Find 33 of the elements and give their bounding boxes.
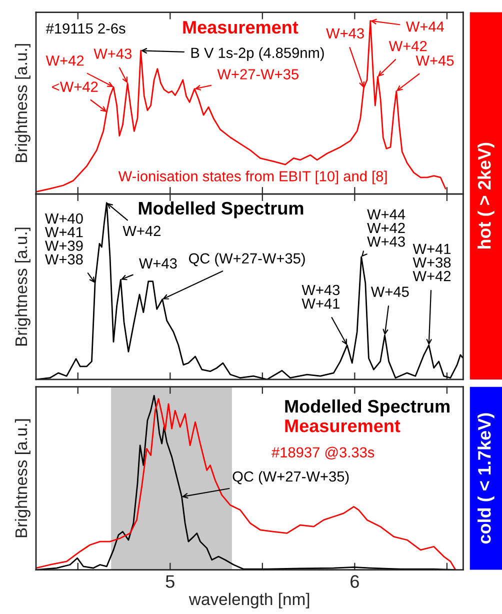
chart-title: Measurement [183,21,298,34]
annotation: W+44 [406,22,444,32]
text: Measurement [285,420,400,432]
annotation: W+41 W+38 W+42 [412,244,451,282]
y-axis-title: Brightness [a.u.] [14,44,30,162]
annotation: B V 1s-2p (4.859nm) [191,47,324,61]
x-axis-title: wavelength [nm] [188,592,310,608]
text: hot ( > 2keV) [478,142,494,249]
annotation: W+42 [388,40,427,52]
x-tick-label: 6 [350,575,359,588]
annotation: QC (W+27-W+35) [232,470,349,485]
annotation: #18937 @3.33s [272,446,374,460]
y-axis-title: Brightness [a.u.] [14,419,30,538]
chart-title: Modelled Spectrum [138,201,304,218]
annotation: W+42 [46,55,84,66]
annotation: <W+42 [52,82,98,92]
annotation: W+45 [370,286,409,297]
text: Modelled Spectrum [285,399,450,416]
annotation: W+43 [94,48,132,59]
annotation: W+43 [138,258,177,269]
annotation: W+27-W+35 [217,69,298,80]
annotation: W+43 [326,28,364,39]
annotation: W+43 W+41 [302,284,340,309]
annotation: W-ionisation states from EBIT [10] and [8] [118,170,387,184]
annotation: W+44 W+42 W+43 [367,209,406,247]
y-axis-title: Brightness [a.u.] [14,228,30,346]
annotation: W+40 W+41 W+39 W+38 [45,213,83,264]
annotation: #19115 2-6s [46,23,126,34]
text: cold ( < 1.7keV) [478,413,494,544]
annotation: W+45 [416,56,454,66]
x-tick-label: 5 [166,575,174,588]
annotation: W+42 [122,226,160,236]
annotation: QC (W+27-W+35) [188,252,305,266]
